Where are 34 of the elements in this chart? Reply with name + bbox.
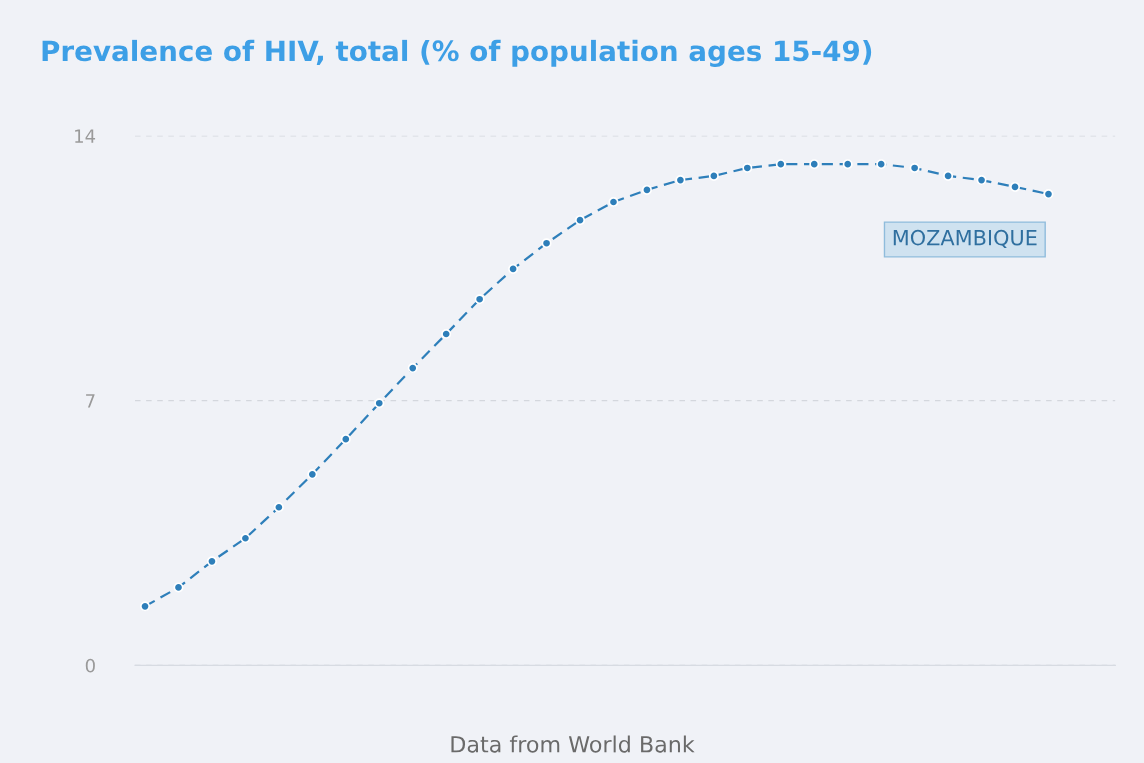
point (474, 294, 485, 305)
point (508, 263, 519, 274)
point (876, 159, 887, 170)
point (842, 159, 853, 170)
point (608, 197, 619, 208)
point (575, 215, 586, 226)
point (742, 162, 753, 173)
point (374, 398, 385, 409)
text: Data from World Bank (451, 735, 695, 753)
point (407, 363, 418, 374)
point (140, 601, 151, 612)
point (206, 556, 217, 567)
point (809, 159, 820, 170)
point (307, 469, 318, 480)
y-tick-label: 14 (75, 129, 96, 143)
y-tick-label: 7 (86, 394, 95, 408)
point (909, 162, 920, 173)
y-tick-label: 0 (85, 658, 95, 673)
point (976, 175, 987, 186)
point (273, 502, 284, 513)
point (641, 184, 652, 195)
point (441, 329, 452, 340)
chart-title: Prevalence of HIV, total (% of population ages 15-49) (42, 39, 872, 67)
point (541, 238, 552, 249)
point (1010, 181, 1021, 192)
point (173, 582, 184, 593)
series-label: MOZAMBIQUE (893, 229, 1037, 248)
point (675, 175, 686, 186)
point (340, 434, 351, 445)
point (943, 170, 954, 181)
point (240, 533, 251, 544)
point (708, 170, 719, 181)
point (1043, 189, 1054, 200)
point (775, 159, 786, 170)
